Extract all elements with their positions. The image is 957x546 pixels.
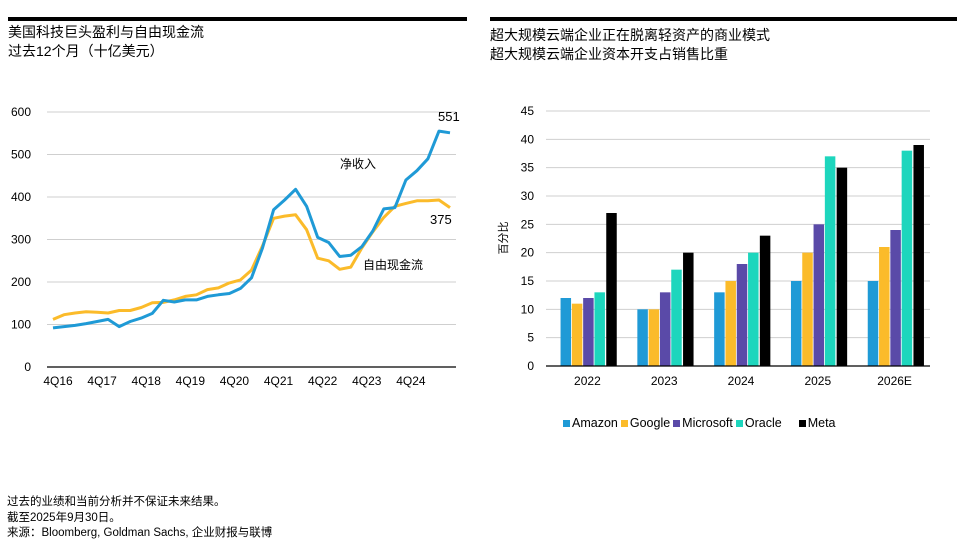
y-tick-label: 300 [11, 233, 31, 247]
bar-oracle-2025 [824, 156, 836, 366]
y-tick-label: 0 [24, 360, 31, 374]
legend-item-amazon: Amazon [563, 416, 618, 430]
y-tick-label: 45 [521, 104, 535, 118]
x-tick-label: 4Q19 [176, 374, 206, 388]
legend-label: Oracle [744, 416, 782, 430]
x-tick-label: 2025 [804, 374, 831, 388]
end-label-free-cash-flow: 375 [430, 212, 452, 227]
y-tick-label: 15 [521, 274, 535, 288]
series-line-net-income [52, 129, 451, 330]
legend-item-meta: Meta [798, 416, 836, 430]
bar-chart-legend: Amazon Google Microsoft Oracle Meta [563, 416, 839, 430]
y-tick-label: 100 [11, 318, 31, 332]
bar-microsoft-2026E [890, 230, 901, 366]
legend-swatch [673, 419, 681, 427]
legend-label: Meta [807, 416, 836, 430]
bar-microsoft-2022 [583, 298, 594, 366]
bar-oracle-2023 [671, 269, 682, 366]
legend-swatch [735, 419, 743, 427]
x-tick-label: 4Q16 [43, 374, 73, 388]
bar-meta-2022 [606, 213, 617, 366]
bar-microsoft-2024 [736, 264, 748, 366]
x-tick-label: 4Q20 [220, 374, 250, 388]
bar-amazon-2025 [790, 281, 802, 366]
bar-amazon-2024 [714, 292, 725, 366]
y-tick-label: 5 [527, 331, 534, 345]
bar-google-2025 [802, 252, 813, 366]
x-tick-label: 2023 [651, 374, 678, 388]
x-tick-label: 4Q18 [132, 374, 162, 388]
legend-item-microsoft: Microsoft [673, 416, 733, 430]
bar-google-2024 [725, 281, 736, 366]
x-tick-label: 4Q23 [352, 374, 382, 388]
right-chart-title: 超大规模云端企业正在脱离轻资产的商业模式 [490, 27, 770, 43]
bar-oracle-2022 [594, 292, 605, 366]
bar-google-2026E [879, 247, 890, 366]
x-tick-label: 2024 [728, 374, 755, 388]
bar-microsoft-2023 [659, 292, 671, 366]
legend-swatch [798, 419, 806, 427]
y-tick-label: 30 [521, 189, 535, 203]
y-axis-label: 百分比 [497, 222, 510, 255]
footer-as-of: 截至2025年9月30日。 [7, 512, 121, 524]
y-tick-label: 20 [521, 246, 535, 260]
y-tick-label: 40 [521, 132, 535, 146]
x-tick-label: 2026E [877, 374, 912, 388]
bar-oracle-2024 [748, 252, 759, 366]
x-tick-label: 4Q22 [308, 374, 338, 388]
series-label-net-income: 净收入 [340, 157, 376, 171]
left-header-rule [8, 17, 467, 21]
legend-label: Google [629, 416, 671, 430]
bar-google-2022 [571, 303, 583, 366]
bar-amazon-2023 [637, 309, 648, 366]
footer-disclaimer: 过去的业绩和当前分析并不保证未来结果。 [7, 496, 226, 508]
y-tick-label: 10 [521, 302, 535, 316]
bar-meta-2023 [683, 252, 694, 366]
y-tick-label: 25 [521, 217, 535, 231]
y-tick-label: 0 [527, 359, 534, 373]
y-tick-label: 400 [11, 190, 31, 204]
bar-meta-2025 [836, 167, 848, 366]
x-tick-label: 4Q17 [87, 374, 117, 388]
legend-item-oracle: Oracle [735, 416, 782, 430]
x-tick-label: 2022 [574, 374, 601, 388]
right-header-rule [490, 17, 957, 21]
right-chart-subtitle: 超大规模云端企业资本开支占销售比重 [490, 46, 728, 62]
series-line-free-cash-flow [52, 198, 451, 321]
bar-microsoft-2025 [813, 224, 825, 366]
y-tick-label: 600 [11, 105, 31, 119]
y-tick-label: 500 [11, 148, 31, 162]
bar-google-2023 [648, 309, 660, 366]
y-tick-label: 200 [11, 275, 31, 289]
bar-meta-2024 [759, 235, 771, 366]
bar-amazon-2022 [560, 298, 572, 366]
y-tick-label: 35 [521, 161, 535, 175]
legend-swatch [620, 419, 628, 427]
legend-label: Microsoft [682, 416, 733, 430]
legend-swatch [563, 419, 570, 427]
series-label-free-cash-flow: 自由现金流 [363, 257, 423, 272]
bar-meta-2026E [913, 145, 924, 366]
end-label-net-income: 551 [438, 109, 460, 124]
bar-amazon-2026E [867, 281, 879, 366]
left-chart-title: 美国科技巨头盈利与自由现金流 [8, 24, 204, 40]
footer-source: 来源：Bloomberg, Goldman Sachs, 企业财报与联博 [7, 527, 273, 539]
legend-item-google: Google [620, 416, 671, 430]
bar-oracle-2026E [901, 150, 913, 366]
x-tick-label: 4Q21 [264, 374, 294, 388]
left-chart-subtitle: 过去12个月（十亿美元） [8, 43, 164, 59]
x-tick-label: 4Q24 [396, 374, 426, 388]
legend-label: Amazon [572, 416, 618, 430]
